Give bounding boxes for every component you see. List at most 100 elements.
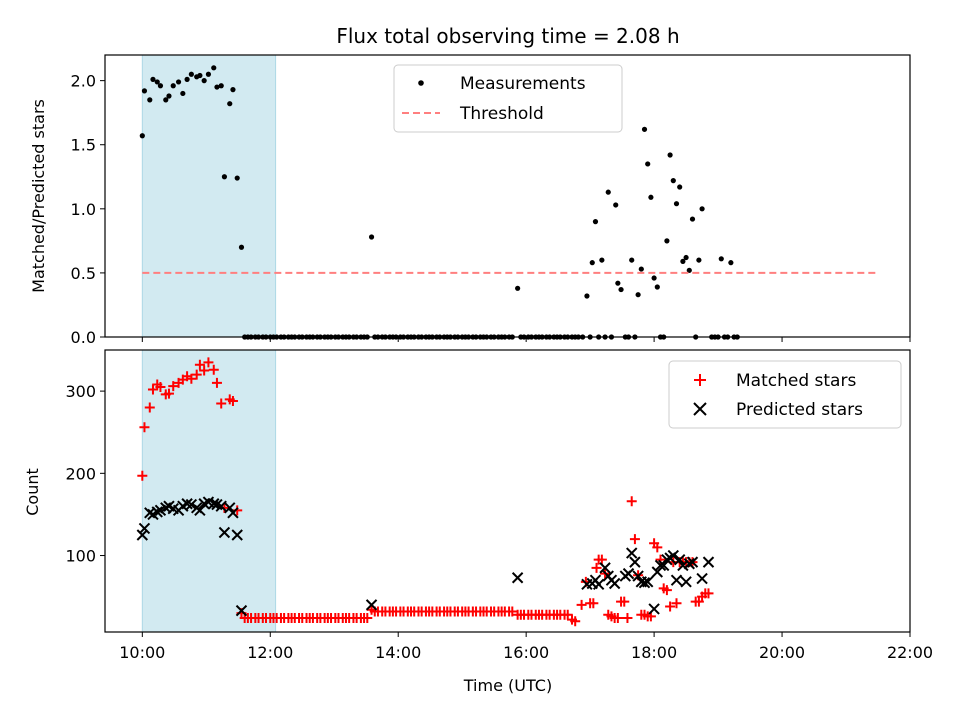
predicted-star-point [686,556,699,568]
predicted-star-point [194,504,206,517]
measurement-point [677,184,683,190]
predicted-star-point [622,567,635,580]
top-y-axis: 0.0 0.5 1.0 1.5 2.0 [71,72,105,347]
predicted-star-point [673,553,686,566]
measurement-point [584,293,590,299]
matched-star-point [139,422,150,433]
measurement-point [613,202,619,208]
predicted-star-point [215,500,227,512]
measurement-point [238,244,245,250]
predicted-star-point [224,502,236,514]
measurement-point [368,234,375,240]
y-tick-label: 0.5 [71,264,96,283]
matched-star-point [227,395,238,406]
measurement-point [139,133,145,139]
x-tick-label: 10:00 [119,643,165,662]
measurement-point [141,88,148,94]
matched-star-point [703,588,714,599]
measurement-point [683,254,689,261]
chart-title: Flux total observing time = 2.08 h [336,24,679,48]
y-tick-label: 1.5 [71,136,96,155]
count-points [136,357,715,627]
matched-star-point [232,505,243,516]
matched-star-point [199,365,210,376]
measurement-point [699,206,705,212]
matched-star-point [622,613,633,624]
predicted-star-point [626,547,638,559]
predicted-star-point [608,577,621,590]
bottom-x-axis: 10:00 12:00 14:00 16:00 18:00 20:00 22:00 [119,632,933,662]
matched-star-point [588,598,599,609]
measurement-point [218,83,224,89]
measurement-point [589,260,595,266]
matched-star-point [144,402,155,413]
matched-star-point [591,562,602,573]
top-plot-frame [104,54,911,338]
predicted-star-point [680,576,692,588]
y-tick-label: 200 [65,464,96,483]
legend-label-measurements: Measurements [460,74,586,94]
top-legend: Measurements Threshold [393,64,623,133]
measurement-point [680,258,686,264]
predicted-star-point [136,529,149,541]
legend-marker-measurements [418,80,424,86]
top-y-axis-label: Matched/Predicted stars [29,99,48,293]
predicted-star-point [185,498,198,511]
measurement-point [221,174,228,180]
measurement-point [615,280,621,286]
matched-star-point [612,613,623,624]
measurement-point [184,76,190,82]
measurement-point [667,152,673,158]
matched-star-point [362,613,373,624]
predicted-star-point [599,562,611,574]
legend-box [393,64,623,133]
predicted-star-point [181,498,193,510]
predicted-star-point [670,574,683,586]
matched-star-point [626,496,637,507]
measurement-point [170,83,176,89]
matched-star-point [652,542,663,553]
measurement-point [147,97,153,103]
top-panel: 0.00.51.01.52.0 Matched/Predicted stars … [29,54,911,347]
matched-star-point [191,369,202,380]
measurement-point [696,257,702,263]
measurement-point [618,286,624,293]
matched-star-point [665,601,676,612]
predicted-star-point [235,604,248,617]
predicted-star-point [151,506,163,518]
measurement-point [163,97,169,103]
measurement-point [197,72,203,79]
measurement-point [166,93,172,99]
measurement-point [214,84,220,90]
measurement-point [592,219,599,225]
predicted-star-point [683,558,695,570]
measurement-point [188,71,194,77]
predicted-star-point [511,572,524,584]
measurement-point [654,284,660,290]
matched-star-point [629,534,640,545]
measurement-point [234,175,240,181]
predicted-star-point [208,498,220,510]
x-tick-label: 14:00 [375,643,421,662]
matched-star-point [570,616,581,627]
measurement-point [629,257,635,263]
highlight-band-top [141,54,277,338]
predicted-star-point [642,576,654,588]
y-tick-label: 300 [65,382,96,401]
measurement-point [205,71,212,77]
y-tick-label: 1.0 [71,200,96,219]
predicted-star-point [696,572,708,585]
matched-star-point [208,364,219,375]
measurement-point [605,189,611,195]
predicted-star-point [227,507,239,519]
matched-star-point [216,398,227,409]
bottom-plot-frame [104,349,911,633]
measurement-point [154,79,160,85]
matched-star-point [203,357,214,368]
x-axis-label: Time (UTC) [463,676,552,695]
measurement-point [651,275,657,281]
predicted-star-point [592,578,605,591]
measurement-point [180,90,186,97]
matched-star-point [186,373,197,384]
